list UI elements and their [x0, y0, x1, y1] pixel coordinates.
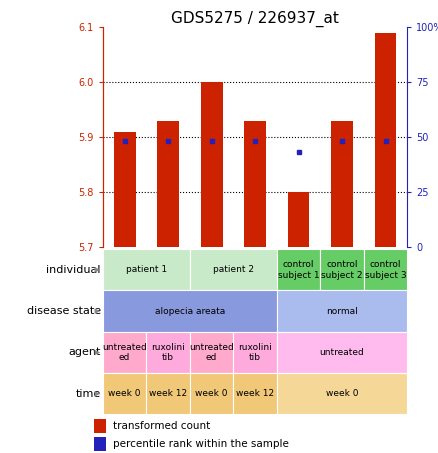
Bar: [157, 120, 179, 247]
Bar: [103, 332, 146, 373]
Text: week 0: week 0: [195, 389, 228, 398]
Bar: [103, 290, 277, 332]
Bar: [277, 249, 320, 290]
Text: untreated
ed: untreated ed: [189, 343, 234, 362]
Bar: [288, 192, 310, 247]
Bar: [103, 249, 190, 290]
Text: agent: agent: [68, 347, 101, 357]
Text: week 12: week 12: [236, 389, 274, 398]
Bar: [103, 373, 146, 414]
Bar: [190, 249, 277, 290]
Title: GDS5275 / 226937_at: GDS5275 / 226937_at: [171, 11, 339, 27]
Text: individual: individual: [46, 265, 101, 275]
Text: patient 2: patient 2: [213, 265, 254, 275]
Bar: [146, 373, 190, 414]
Text: week 12: week 12: [149, 389, 187, 398]
Text: time: time: [75, 389, 101, 399]
Text: transformed count: transformed count: [113, 421, 210, 431]
Bar: [94, 419, 106, 433]
Bar: [277, 373, 407, 414]
Text: disease state: disease state: [27, 306, 101, 316]
Bar: [364, 249, 407, 290]
Text: control
subject 3: control subject 3: [365, 260, 406, 280]
Text: untreated: untreated: [320, 348, 364, 357]
Text: control
subject 2: control subject 2: [321, 260, 363, 280]
Text: patient 1: patient 1: [126, 265, 167, 275]
Bar: [277, 290, 407, 332]
Bar: [146, 332, 190, 373]
Text: week 0: week 0: [109, 389, 141, 398]
Bar: [190, 332, 233, 373]
Text: ruxolini
tib: ruxolini tib: [238, 343, 272, 362]
Bar: [320, 249, 364, 290]
Text: alopecia areata: alopecia areata: [155, 307, 225, 316]
Bar: [114, 131, 135, 247]
Bar: [201, 82, 223, 247]
Bar: [244, 120, 266, 247]
Text: control
subject 1: control subject 1: [278, 260, 319, 280]
Text: week 0: week 0: [326, 389, 358, 398]
Bar: [233, 373, 277, 414]
Bar: [277, 332, 407, 373]
Bar: [375, 33, 396, 247]
Text: percentile rank within the sample: percentile rank within the sample: [113, 439, 289, 449]
Bar: [331, 120, 353, 247]
Text: ruxolini
tib: ruxolini tib: [151, 343, 185, 362]
Bar: [233, 332, 277, 373]
Text: untreated
ed: untreated ed: [102, 343, 147, 362]
Text: normal: normal: [326, 307, 358, 316]
Bar: [190, 373, 233, 414]
Bar: [94, 438, 106, 451]
